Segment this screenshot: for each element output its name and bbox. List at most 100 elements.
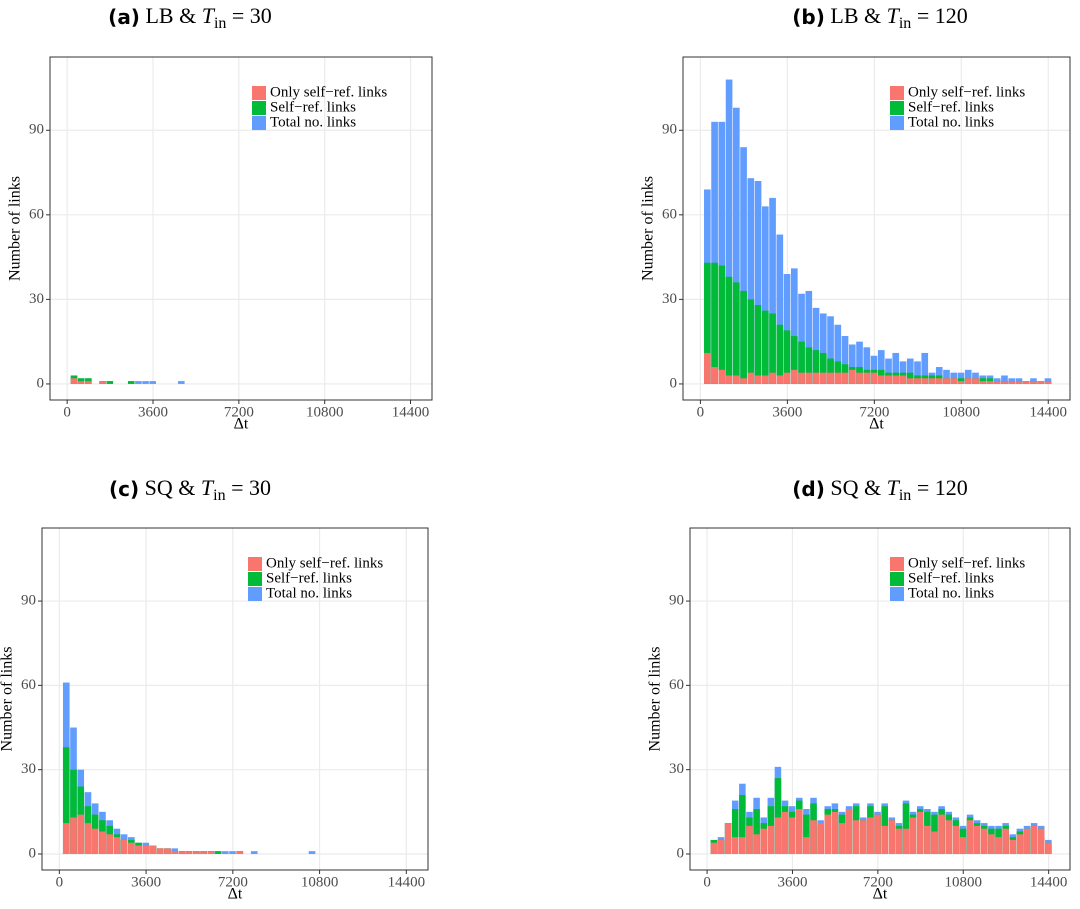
x-tick-label: 0 bbox=[63, 404, 71, 420]
histogram-bar bbox=[77, 381, 85, 384]
histogram-bar bbox=[838, 823, 846, 854]
histogram-bar bbox=[906, 378, 914, 384]
histogram-bar bbox=[739, 837, 746, 854]
histogram-bar bbox=[1037, 828, 1045, 854]
title-text: SQ & bbox=[145, 475, 201, 500]
histogram-bar bbox=[718, 265, 726, 384]
x-tick-label: 14400 bbox=[392, 404, 430, 420]
histogram-bar bbox=[718, 369, 726, 384]
histogram-bar bbox=[812, 307, 820, 384]
histogram-bar bbox=[70, 817, 77, 854]
legend-swatch bbox=[248, 557, 262, 571]
histogram-bar bbox=[863, 347, 871, 384]
histogram-bar bbox=[943, 378, 950, 384]
histogram-bar bbox=[863, 372, 871, 384]
histogram-bar bbox=[769, 313, 776, 384]
x-axis-label: Δt bbox=[869, 416, 884, 433]
histogram-bar bbox=[881, 825, 888, 854]
histogram-bar bbox=[860, 820, 867, 854]
histogram-bar bbox=[171, 851, 179, 854]
histogram-bar bbox=[950, 378, 958, 384]
plot-border bbox=[682, 56, 1071, 401]
histogram-bar bbox=[783, 274, 791, 384]
legend-swatch bbox=[890, 101, 904, 115]
legend-label: Self−ref. links bbox=[908, 99, 994, 115]
histogram-bar bbox=[747, 372, 755, 384]
histogram-bar bbox=[959, 837, 967, 854]
histogram-bar bbox=[207, 851, 215, 854]
histogram-bar bbox=[931, 831, 938, 854]
title-text: LB & bbox=[145, 3, 201, 28]
histogram-bar bbox=[812, 372, 820, 384]
histogram-bar bbox=[805, 290, 813, 384]
histogram-bar bbox=[113, 837, 121, 854]
histogram-bar bbox=[895, 828, 903, 854]
histogram-bar bbox=[761, 310, 769, 384]
histogram-bar bbox=[149, 381, 156, 384]
histogram-bar bbox=[803, 837, 810, 854]
y-tick-label: 60 bbox=[669, 677, 684, 693]
histogram-bar bbox=[704, 352, 711, 384]
x-axis-label: Δt bbox=[228, 886, 243, 903]
panel-title: (d) SQ & Tin = 120 bbox=[792, 475, 967, 504]
histogram-bar bbox=[921, 352, 929, 384]
histogram-bar bbox=[135, 845, 142, 854]
histogram-bar bbox=[877, 375, 885, 384]
legend-label: Total no. links bbox=[908, 585, 994, 601]
histogram-bar bbox=[852, 820, 860, 854]
histogram-bar bbox=[746, 825, 753, 854]
histogram-bar bbox=[945, 820, 952, 854]
histogram-bar bbox=[1045, 842, 1052, 854]
panel: (b) LB & Tin = 120 0 30 60 90 0 3600 7200 10800 1… bbox=[640, 3, 1071, 433]
histogram-bar bbox=[831, 811, 839, 854]
histogram-bar bbox=[753, 809, 760, 854]
histogram-bar bbox=[747, 299, 755, 384]
y-tick-label: 60 bbox=[662, 206, 677, 222]
histogram-bar bbox=[754, 375, 762, 384]
histogram-bar bbox=[812, 350, 820, 384]
histogram-bar bbox=[127, 381, 135, 384]
histogram-bar bbox=[77, 814, 85, 854]
histogram-bar bbox=[776, 375, 784, 384]
histogram-bar bbox=[856, 372, 863, 384]
histogram-bar bbox=[796, 809, 803, 854]
histogram-bar bbox=[733, 375, 740, 384]
histogram-bar bbox=[979, 381, 987, 384]
y-axis-label: Number of links bbox=[640, 176, 657, 281]
histogram-bar bbox=[943, 369, 950, 384]
x-tick-label: 10800 bbox=[306, 404, 344, 420]
histogram-bar bbox=[149, 845, 157, 854]
legend-label: Only self−ref. links bbox=[266, 555, 383, 571]
histogram-bar bbox=[1008, 381, 1016, 384]
y-tick-label: 60 bbox=[21, 677, 36, 693]
histogram-bar bbox=[62, 823, 70, 854]
title-sub: in bbox=[213, 487, 225, 504]
x-axis-label: Δt bbox=[234, 416, 249, 433]
title-rest: = 30 bbox=[226, 3, 271, 28]
histogram-bar bbox=[885, 358, 892, 384]
histogram-bar bbox=[740, 378, 747, 384]
y-tick-label: 0 bbox=[37, 375, 45, 391]
legend-label: Total no. links bbox=[908, 114, 994, 130]
x-tick-label: 3600 bbox=[131, 874, 161, 890]
histogram-bar bbox=[710, 842, 718, 854]
histogram-bar bbox=[914, 361, 921, 384]
x-tick-label: 7200 bbox=[218, 874, 248, 890]
histogram-bar bbox=[899, 375, 907, 384]
histogram-bar bbox=[798, 293, 805, 384]
legend-label: Self−ref. links bbox=[270, 99, 356, 115]
title-sub: in bbox=[899, 487, 911, 504]
y-tick-label: 90 bbox=[669, 593, 684, 609]
histogram-bar bbox=[308, 851, 316, 854]
histogram-bar bbox=[156, 848, 164, 854]
legend-swatch bbox=[252, 116, 266, 130]
legend-label: Total no. links bbox=[266, 585, 352, 601]
histogram-bar bbox=[754, 305, 762, 384]
histogram-bar bbox=[135, 381, 142, 384]
histogram-bar bbox=[848, 369, 856, 384]
histogram-bar bbox=[874, 814, 881, 854]
histogram-bar bbox=[250, 851, 258, 854]
title-label: (d) bbox=[792, 477, 825, 501]
histogram-bar bbox=[892, 375, 900, 384]
histogram-bar bbox=[892, 352, 900, 384]
